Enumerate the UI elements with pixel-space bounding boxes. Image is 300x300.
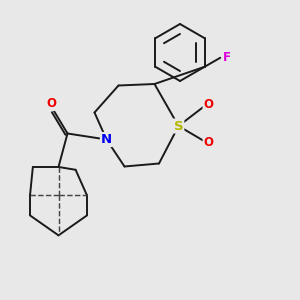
- Text: S: S: [174, 119, 183, 133]
- Text: F: F: [223, 51, 231, 64]
- Text: O: O: [46, 97, 56, 110]
- Text: O: O: [203, 136, 214, 149]
- Text: O: O: [203, 98, 214, 112]
- Text: N: N: [101, 133, 112, 146]
